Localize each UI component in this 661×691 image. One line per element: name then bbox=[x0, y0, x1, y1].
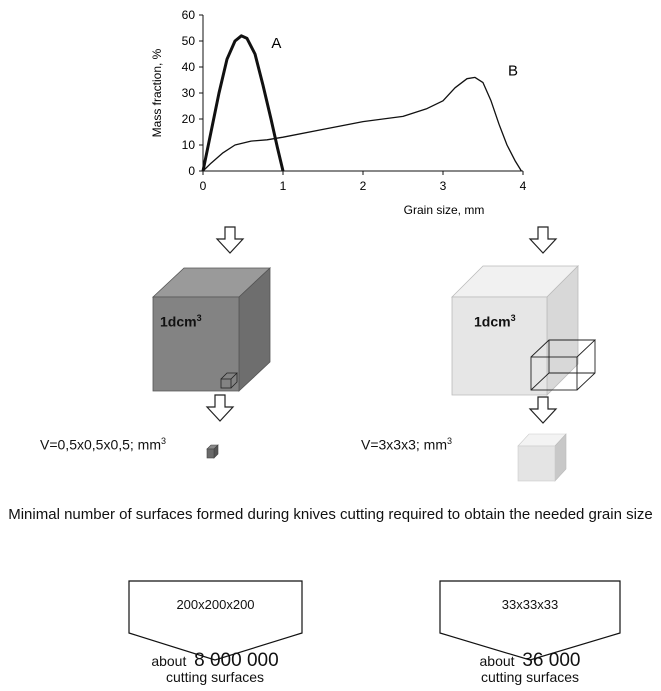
x-tick-label: 0 bbox=[200, 179, 207, 193]
chart-series: AB bbox=[201, 34, 522, 172]
y-tick-label: 50 bbox=[182, 34, 196, 48]
y-tick-label: 0 bbox=[188, 164, 195, 178]
left-small-cube bbox=[206, 444, 219, 459]
series-label-a: A bbox=[271, 35, 281, 52]
y-tick-label: 20 bbox=[182, 112, 196, 126]
right-cube-label: 1dcm3 bbox=[474, 313, 516, 330]
right-box-label: 33x33x33 bbox=[501, 597, 559, 612]
left-box-label: 200x200x200 bbox=[176, 597, 255, 612]
right-surfaces-count: about 36 000 cutting surfaces bbox=[479, 650, 581, 685]
down-arrow-icon bbox=[528, 226, 558, 254]
right-volume-label: V=3x3x3; mm3 bbox=[361, 436, 452, 453]
left-surfaces-count: about 8 000 000 cutting surfaces bbox=[151, 650, 279, 685]
small-cube-outline-icon bbox=[220, 372, 238, 389]
x-tick-label: 1 bbox=[280, 179, 287, 193]
y-tick-label: 30 bbox=[182, 86, 196, 100]
series-label-b: B bbox=[508, 62, 518, 79]
x-tick-label: 3 bbox=[440, 179, 447, 193]
y-tick-label: 10 bbox=[182, 138, 196, 152]
right-cube bbox=[451, 265, 597, 396]
down-arrow-icon bbox=[205, 394, 235, 422]
left-cube bbox=[151, 267, 272, 392]
y-tick-label: 60 bbox=[182, 8, 196, 22]
x-axis-label: Grain size, mm bbox=[404, 203, 485, 217]
y-axis-label: Mass fraction, % bbox=[150, 48, 164, 137]
caption: Minimal number of surfaces formed during… bbox=[8, 506, 653, 523]
left-volume-label: V=0,5x0,5x0,5; mm3 bbox=[40, 436, 167, 453]
down-arrow-icon bbox=[528, 396, 558, 424]
right-small-cube bbox=[517, 433, 567, 482]
inner-cube-outline-icon bbox=[530, 339, 597, 391]
x-tick-label: 2 bbox=[360, 179, 367, 193]
down-arrow-icon bbox=[215, 226, 245, 254]
right-count-box bbox=[439, 580, 621, 661]
series-line-b bbox=[202, 76, 522, 172]
left-count-box bbox=[128, 580, 303, 661]
series-line-a bbox=[201, 34, 285, 172]
x-tick-label: 4 bbox=[520, 179, 527, 193]
left-cube-label: 1dcm3 bbox=[160, 313, 202, 330]
y-tick-label: 40 bbox=[182, 60, 196, 74]
